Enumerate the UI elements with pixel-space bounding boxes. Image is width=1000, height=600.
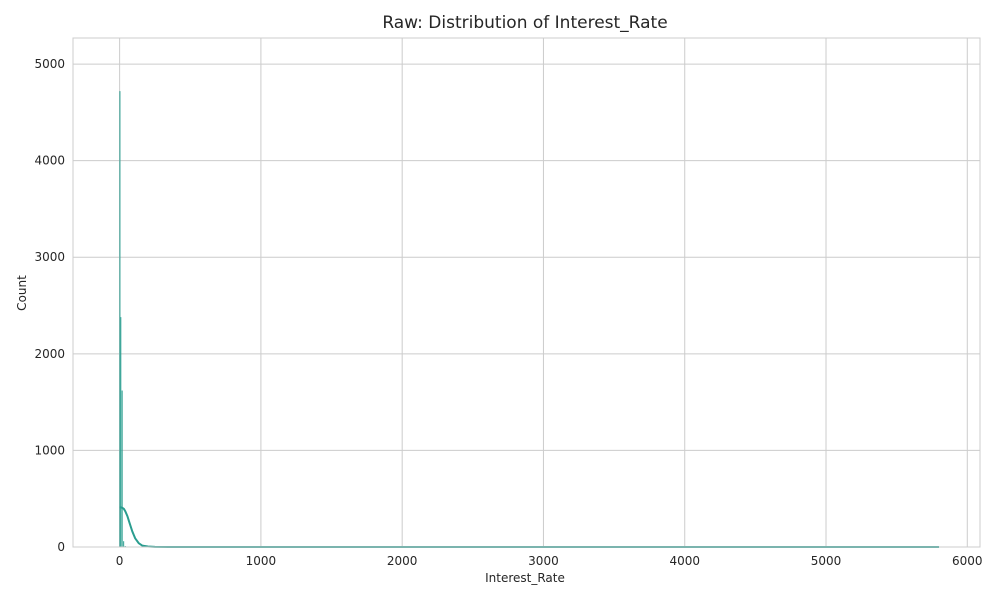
x-tick-label: 3000: [528, 554, 559, 568]
histogram-bar: [120, 317, 122, 547]
histogram-bar: [121, 390, 123, 547]
grid-lines: [73, 38, 980, 548]
y-axis-label: Count: [15, 275, 29, 311]
x-tick-label: 5000: [811, 554, 842, 568]
x-tick-label: 1000: [246, 554, 277, 568]
y-tick-label: 1000: [34, 443, 65, 457]
y-tick-label: 5000: [34, 57, 65, 71]
plot-frame: [72, 37, 981, 548]
histogram-bar: [119, 91, 121, 547]
kde-curve: [119, 506, 940, 548]
histogram-bar: [122, 541, 125, 547]
x-axis-label: Interest_Rate: [485, 571, 565, 585]
x-tick-label: 0: [116, 554, 124, 568]
chart-title: Raw: Distribution of Interest_Rate: [382, 13, 667, 33]
histogram-bars: [119, 91, 126, 547]
y-tick-label: 3000: [34, 250, 65, 264]
y-tick-label: 2000: [34, 347, 65, 361]
x-tick-labels: 0 1000 2000 3000 4000 5000 6000: [116, 554, 983, 568]
y-tick-labels: 0 1000 2000 3000 4000 5000: [34, 57, 65, 554]
x-tick-label: 4000: [669, 554, 700, 568]
x-tick-label: 6000: [952, 554, 983, 568]
x-tick-label: 2000: [387, 554, 418, 568]
y-tick-label: 4000: [34, 154, 65, 168]
y-tick-label: 0: [57, 540, 65, 554]
